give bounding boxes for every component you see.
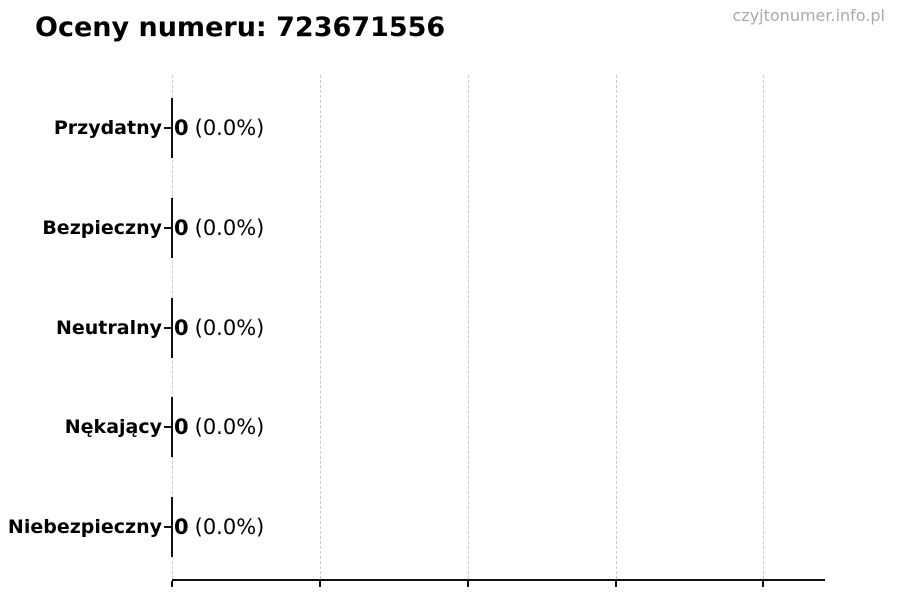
watermark-text: czyjtonumer.info.pl [732,6,886,25]
bar-row-przydatny: Przydatny 0 (0.0%) [0,98,900,158]
value-count: 0 [174,316,189,340]
x-axis-tick [615,581,617,587]
chart-title: Oceny numeru: 723671556 [35,12,446,43]
value-label: 0 (0.0%) [174,415,264,439]
value-count: 0 [174,415,189,439]
value-percent: (0.0%) [194,216,265,240]
bar-row-nekajacy: Nękający 0 (0.0%) [0,397,900,457]
y-axis-tick [164,127,172,129]
y-axis-tick [164,227,172,229]
value-label: 0 (0.0%) [174,515,264,539]
value-count: 0 [174,515,189,539]
value-label: 0 (0.0%) [174,316,264,340]
category-label: Nękający [64,416,162,438]
x-axis-tick [467,581,469,587]
x-axis-line [172,579,825,581]
zero-value-bar [171,198,173,258]
zero-value-bar [171,298,173,358]
x-axis-tick [171,581,173,587]
value-percent: (0.0%) [194,316,265,340]
bar-row-neutralny: Neutralny 0 (0.0%) [0,298,900,358]
gridline [616,75,617,579]
y-axis-tick [164,426,172,428]
category-label: Niebezpieczny [7,516,162,538]
category-label: Przydatny [53,117,162,139]
gridline [468,75,469,579]
zero-value-bar [171,497,173,557]
y-axis-tick [164,327,172,329]
zero-value-bar [171,397,173,457]
category-label: Bezpieczny [42,217,162,239]
value-percent: (0.0%) [194,415,265,439]
value-label: 0 (0.0%) [174,116,264,140]
x-axis-tick [762,581,764,587]
y-axis-tick [164,526,172,528]
value-count: 0 [174,116,189,140]
value-label: 0 (0.0%) [174,216,264,240]
x-axis-tick [319,581,321,587]
gridline [320,75,321,579]
value-percent: (0.0%) [194,515,265,539]
bar-row-bezpieczny: Bezpieczny 0 (0.0%) [0,198,900,258]
bar-row-niebezpieczny: Niebezpieczny 0 (0.0%) [0,497,900,557]
value-count: 0 [174,216,189,240]
gridline [763,75,764,579]
value-percent: (0.0%) [194,116,265,140]
category-label: Neutralny [55,317,162,339]
zero-value-bar [171,98,173,158]
